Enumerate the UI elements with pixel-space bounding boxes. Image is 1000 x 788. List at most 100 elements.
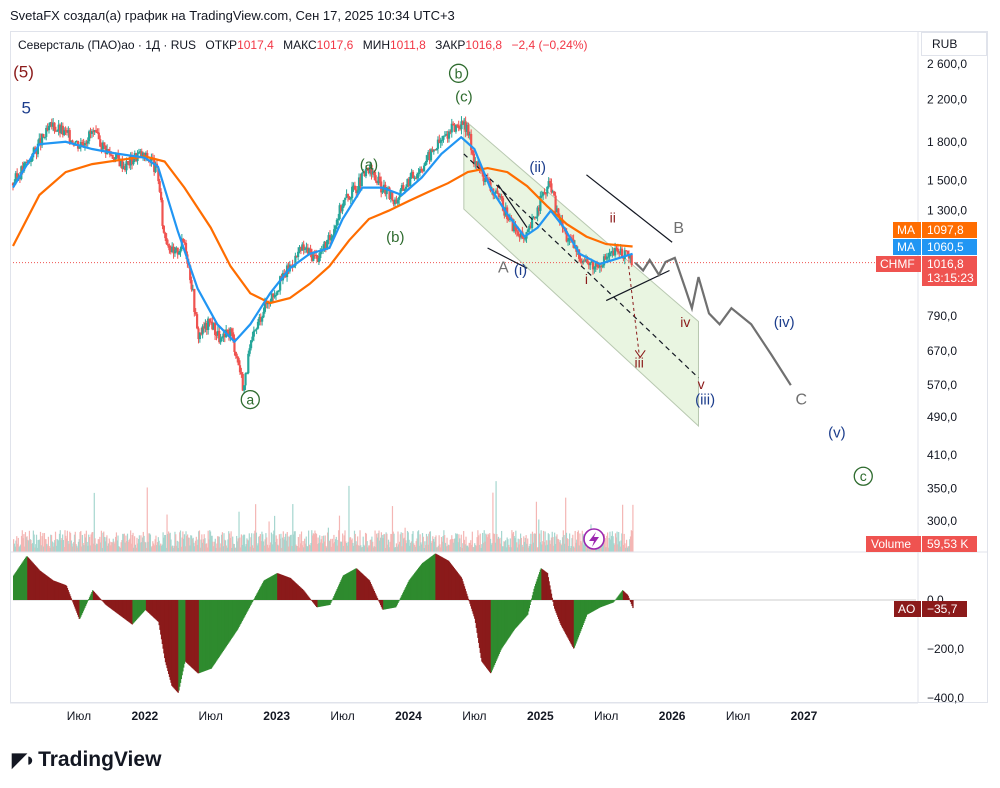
low-value: 1011,8 xyxy=(390,38,426,52)
volume-bar xyxy=(454,538,456,552)
ao-bar xyxy=(545,571,547,600)
candle-body xyxy=(626,250,629,256)
ao-bar xyxy=(112,600,114,611)
volume-bar xyxy=(358,545,360,552)
candle-body xyxy=(589,262,592,266)
ma1-label-bg xyxy=(893,222,921,238)
ao-bar xyxy=(411,576,413,600)
candle-body xyxy=(154,163,157,172)
ao-bar xyxy=(474,600,476,619)
volume-bar xyxy=(527,538,529,552)
volume-bar xyxy=(212,541,214,552)
volume-bar xyxy=(137,543,139,552)
ao-bar xyxy=(426,559,428,600)
ao-bar xyxy=(530,600,532,602)
volume-bar xyxy=(34,547,36,552)
candle-body xyxy=(346,194,350,197)
ao-bar xyxy=(282,575,285,600)
ao-bar xyxy=(336,589,338,600)
candle-body xyxy=(463,121,466,125)
candle-body xyxy=(548,181,552,184)
ao-bar xyxy=(541,568,543,600)
volume-bar xyxy=(400,532,402,552)
candle-body xyxy=(499,196,502,198)
ao-bar xyxy=(16,570,18,600)
volume-bar xyxy=(316,543,318,552)
volume-bar xyxy=(442,535,444,552)
volume-bar xyxy=(259,534,261,552)
volume-bar xyxy=(266,544,269,552)
ao-bar xyxy=(324,600,326,606)
volume-bar xyxy=(355,541,357,552)
ao-bar xyxy=(202,600,204,672)
candle-body xyxy=(547,181,550,187)
volume-bar xyxy=(535,501,538,552)
volume-bar xyxy=(198,530,201,552)
volume-bar xyxy=(58,540,60,552)
volume-bar xyxy=(138,535,140,552)
volume-bar xyxy=(410,542,412,552)
volume-bar xyxy=(76,545,78,552)
candle-body xyxy=(49,122,52,126)
candle-body xyxy=(305,247,308,249)
ao-bar xyxy=(221,600,224,653)
open-label: ОТКР xyxy=(205,38,238,52)
volume-bar xyxy=(209,531,212,552)
candle-body xyxy=(544,193,548,195)
volume-bar xyxy=(616,531,618,552)
candle-body xyxy=(227,331,231,337)
price-tick-label: 1 300,0 xyxy=(927,204,967,218)
volume-bar xyxy=(566,538,568,552)
volume-bar xyxy=(623,533,625,552)
volume-bar xyxy=(585,547,587,552)
candle-body xyxy=(107,149,110,152)
volume-bar xyxy=(538,519,540,552)
currency-selector[interactable]: RUB xyxy=(921,32,987,56)
volume-bar xyxy=(340,541,342,552)
candle-body xyxy=(172,246,175,254)
tradingview-logo[interactable]: ◤◗ TradingView xyxy=(12,748,161,772)
ao-bar xyxy=(568,600,570,640)
candle-body xyxy=(535,216,538,218)
ao-bar xyxy=(334,592,337,600)
ma1-label: MA xyxy=(897,223,915,237)
volume-bar xyxy=(221,532,224,552)
ao-bar xyxy=(118,600,121,616)
candle-body xyxy=(625,250,628,252)
volume-bar xyxy=(144,541,146,552)
ao-bar xyxy=(16,569,19,600)
candle-body xyxy=(96,132,99,134)
ao-bar xyxy=(281,574,283,600)
volume-bar xyxy=(257,543,259,552)
candle-body xyxy=(511,218,514,232)
volume-bar xyxy=(583,544,585,552)
ao-bar xyxy=(301,588,303,600)
ao-bar xyxy=(147,600,149,613)
ao-bar xyxy=(298,586,300,600)
ao-bar xyxy=(517,600,519,626)
volume-bar xyxy=(169,532,171,552)
ao-bar xyxy=(584,600,586,621)
volume-bar xyxy=(553,545,555,552)
ao-bar xyxy=(614,599,617,601)
ao-bar xyxy=(154,600,156,619)
volume-bar xyxy=(432,536,434,552)
ao-bar xyxy=(137,600,140,618)
volume-bar xyxy=(244,546,246,552)
volume-bar xyxy=(83,545,85,552)
volume-bar xyxy=(359,530,361,552)
ao-bar xyxy=(524,600,527,618)
candle-body xyxy=(119,158,123,167)
indicator-lightning-icon[interactable] xyxy=(583,528,605,550)
ao-bar xyxy=(192,600,194,669)
volume-bar xyxy=(222,546,224,552)
ao-bar xyxy=(502,600,504,647)
ao-bar xyxy=(219,600,221,656)
candle-body xyxy=(607,256,610,258)
ao-bar xyxy=(293,581,296,600)
ao-bar xyxy=(451,564,453,600)
candle-body xyxy=(25,162,28,164)
volume-bar xyxy=(321,535,323,552)
volume-bar xyxy=(441,541,443,552)
